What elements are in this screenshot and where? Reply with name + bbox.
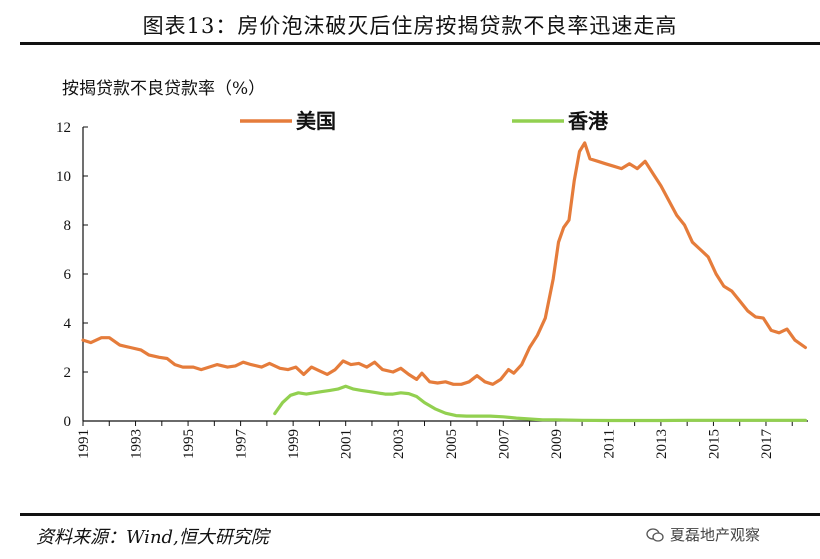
wechat-icon [646, 527, 664, 542]
series-group [81, 141, 807, 423]
x-tick-label: 2011 [601, 429, 617, 458]
top-rule [20, 42, 820, 45]
x-tick-label: 1999 [286, 429, 302, 459]
y-tick-label: 6 [64, 267, 72, 283]
x-tick-label: 2015 [706, 429, 722, 459]
bottom-rule [20, 513, 820, 516]
x-tick-label: 1991 [76, 429, 92, 459]
y-tick-label: 4 [64, 316, 72, 332]
y-tick-label: 0 [64, 414, 72, 430]
y-tick-label: 8 [64, 218, 72, 234]
legend-label-us: 美国 [296, 109, 336, 133]
watermark-text: 夏磊地产观察 [670, 526, 761, 544]
x-tick-label: 2001 [339, 429, 355, 459]
x-tick-label: 2007 [496, 429, 512, 460]
watermark: 夏磊地产观察 [646, 524, 760, 545]
series-line-us [81, 141, 807, 386]
x-tick-label: 2017 [759, 429, 775, 460]
x-tick-label: 1995 [181, 429, 197, 459]
x-tick-label: 1997 [234, 429, 250, 460]
x-tick-label: 2009 [549, 429, 565, 459]
x-tick-label: 1993 [129, 429, 145, 459]
series-line-hk [273, 384, 807, 423]
legend-label-hk: 香港 [568, 109, 609, 133]
chart-title: 图表13：房价泡沫破灭后住房按揭贷款不良率迅速走高 [142, 14, 678, 38]
y-tick-label: 12 [56, 120, 71, 136]
x-tick-label: 2013 [654, 429, 670, 459]
y-tick-label: 10 [56, 169, 71, 185]
x-tick-label: 2005 [444, 429, 460, 459]
source-note: 资料来源：Wind,恒大研究院 [36, 527, 269, 548]
legend: 美国 香港 [240, 109, 609, 133]
axes: 0 2 4 6 8 10 12 1991 1993 1995 1997 1999 2001 2003 200… [56, 120, 808, 459]
y-tick-label: 2 [64, 365, 72, 381]
y-axis-label: 按揭贷款不良贷款率（%） [62, 79, 266, 99]
x-tick-label: 2003 [391, 429, 407, 459]
